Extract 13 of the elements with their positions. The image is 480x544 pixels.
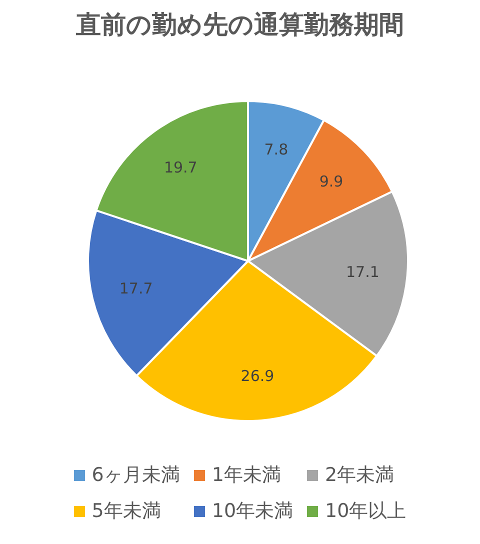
data-label: 17.7 <box>119 279 153 298</box>
legend-label: 5年未満 <box>92 499 161 524</box>
legend-label: 10年以上 <box>325 499 406 524</box>
data-label: 26.9 <box>240 366 274 385</box>
data-label: 7.8 <box>264 140 288 158</box>
data-label: 9.9 <box>319 172 344 190</box>
data-label: 19.7 <box>164 158 198 177</box>
legend-label: 1年未満 <box>212 463 281 488</box>
chart-title: 直前の勤め先の通算勤務期間 <box>75 9 405 41</box>
legend-label: 6ヶ月未満 <box>92 463 180 488</box>
data-label: 17.1 <box>346 262 380 281</box>
legend-label: 10年未満 <box>212 499 294 524</box>
legend-label: 2年未満 <box>325 463 394 488</box>
